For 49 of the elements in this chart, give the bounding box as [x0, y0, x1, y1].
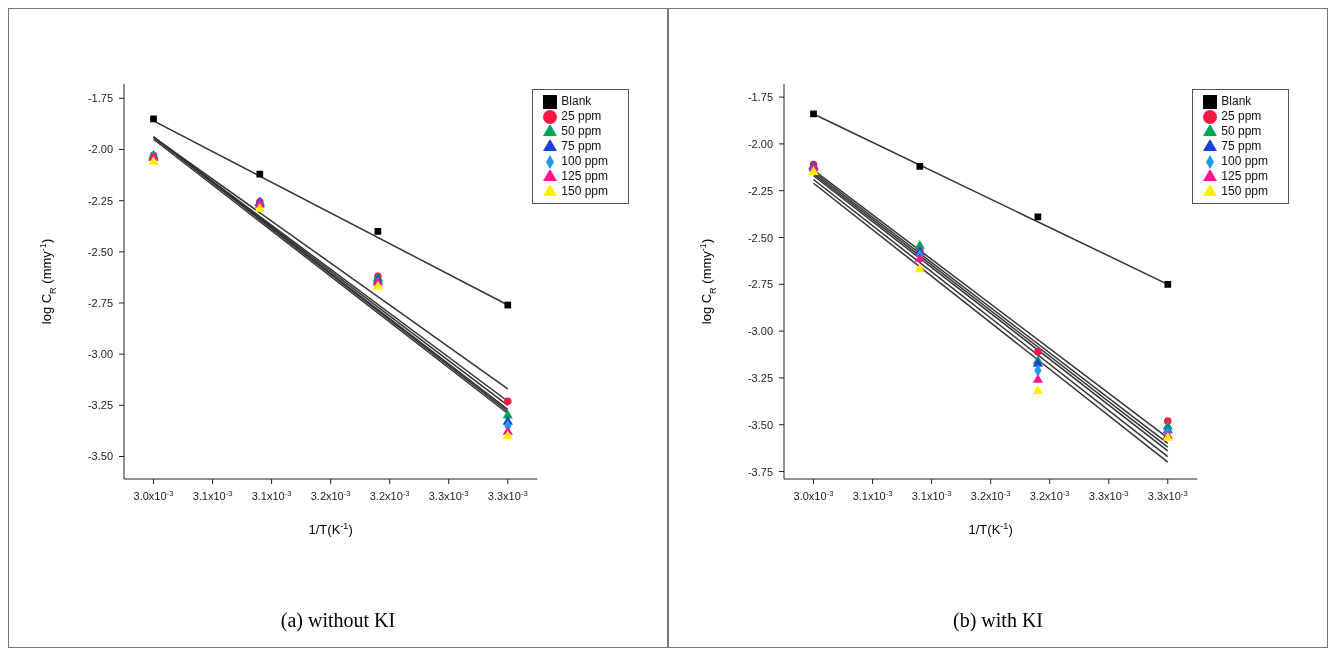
- legend-label: 125 ppm: [561, 169, 608, 183]
- y-tick-label: -1.75: [87, 92, 113, 105]
- text: (a) without KI: [280, 609, 396, 631]
- x-axis-title: 1/T(K$^{-1}$): [308, 521, 353, 537]
- x-tick-label: 3.2x10$^{-3}$: [970, 488, 1011, 502]
- y-tick-label: -2.25: [747, 184, 773, 197]
- y-tick-label: -2.00: [747, 137, 773, 150]
- y-tick-label: -3.50: [87, 450, 113, 463]
- x-tick-label: 3.2x10$^{-3}$: [1029, 488, 1070, 502]
- y-tick-label: -1.75: [747, 91, 773, 104]
- y-tick-label: -3.75: [747, 465, 773, 478]
- legend-label: 125 ppm: [1221, 169, 1268, 183]
- y-tick-label: -3.00: [87, 348, 113, 361]
- x-axis-title: 1/T(K$^{-1}$): [968, 521, 1013, 537]
- y-tick-label: -2.50: [747, 231, 773, 244]
- x-tick-label: 3.2x10$^{-3}$: [310, 488, 351, 502]
- y-tick-label: -2.00: [87, 143, 113, 156]
- x-tick-label: 3.1x10$^{-3}$: [192, 488, 233, 502]
- legend-label: 150 ppm: [1221, 184, 1268, 198]
- x-tick-label: 3.2x10$^{-3}$: [369, 488, 410, 502]
- x-tick-label: 3.3x10$^{-3}$: [487, 488, 528, 502]
- y-tick-label: -2.75: [87, 296, 113, 309]
- legend-label: 25 ppm: [1221, 109, 1262, 123]
- legend-label: 75 ppm: [561, 139, 602, 153]
- y-tick-label: -3.25: [747, 371, 773, 384]
- legend-label: Blank: [561, 94, 592, 108]
- legend-label: 150 ppm: [561, 184, 608, 198]
- y-tick-label: -3.50: [747, 418, 773, 431]
- x-tick-label: 3.3x10$^{-3}$: [1088, 488, 1129, 502]
- x-tick-label: 3.0x10$^{-3}$: [793, 488, 834, 502]
- y-tick-label: -2.50: [87, 245, 113, 258]
- legend-label: 50 ppm: [561, 124, 602, 138]
- x-tick-label: 3.0x10$^{-3}$: [133, 488, 174, 502]
- x-tick-label: 3.1x10$^{-3}$: [251, 488, 292, 502]
- x-tick-label: 3.3x10$^{-3}$: [1147, 488, 1188, 502]
- text: (b) with KI: [953, 609, 1043, 631]
- x-tick-label: 3.1x10$^{-3}$: [852, 488, 893, 502]
- legend-label: 75 ppm: [1221, 139, 1262, 153]
- legend-label: 100 ppm: [1221, 154, 1268, 168]
- legend-label: 25 ppm: [561, 109, 602, 123]
- legend-label: Blank: [1221, 94, 1252, 108]
- x-tick-label: 3.3x10$^{-3}$: [428, 488, 469, 502]
- y-tick-label: -2.25: [87, 194, 113, 207]
- legend-label: 100 ppm: [561, 154, 608, 168]
- y-tick-label: -2.75: [747, 278, 773, 291]
- x-tick-label: 3.1x10$^{-3}$: [911, 488, 952, 502]
- y-tick-label: -3.25: [87, 399, 113, 412]
- legend-label: 50 ppm: [1221, 124, 1262, 138]
- y-tick-label: -3.00: [747, 325, 773, 338]
